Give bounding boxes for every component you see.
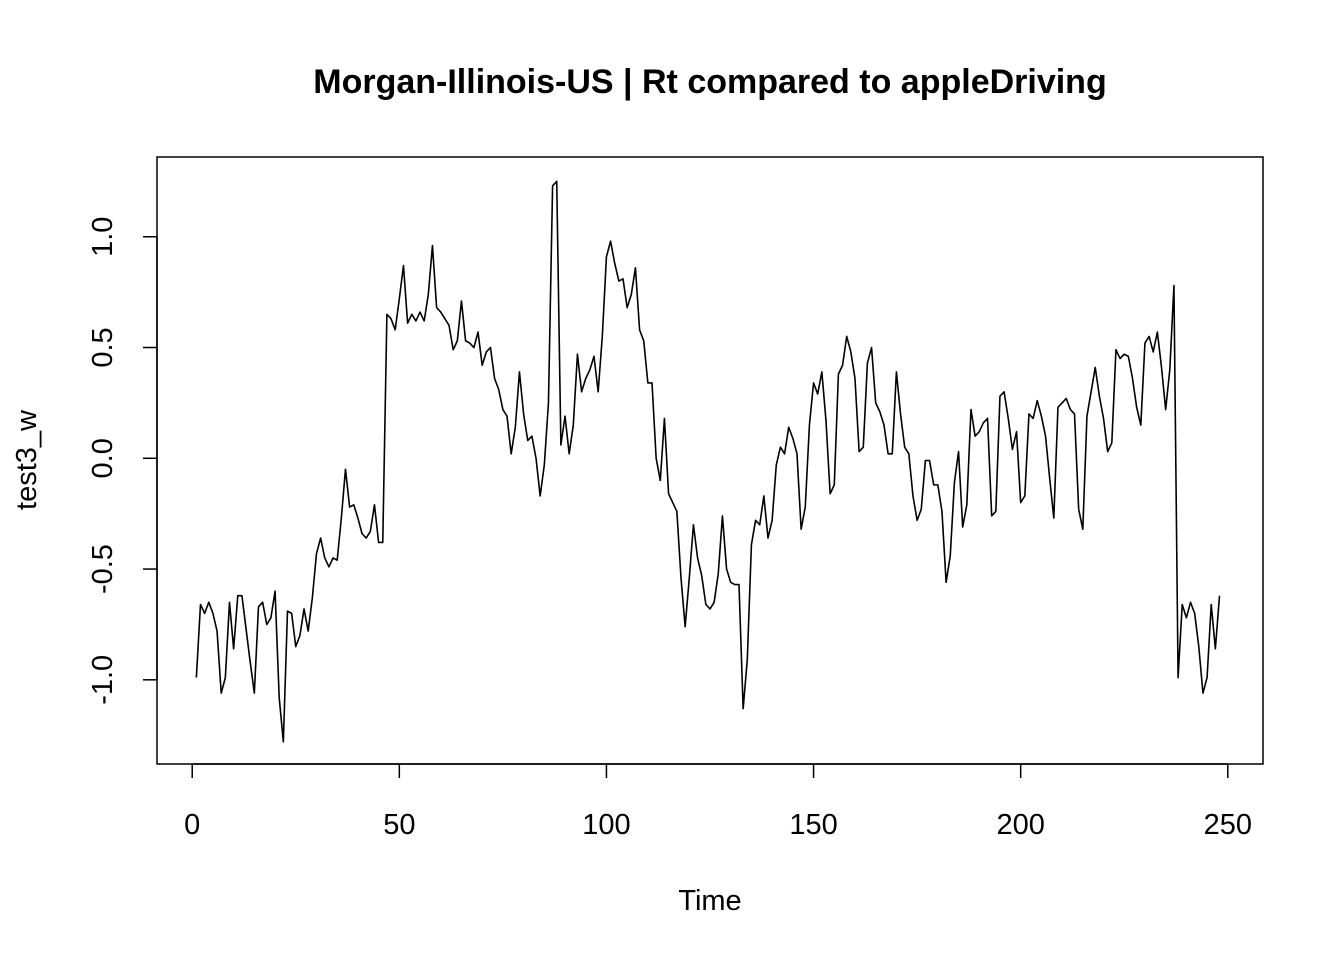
- y-tick-label: 1.0: [87, 217, 119, 257]
- x-axis: 0 50 100 150 200 250: [184, 763, 1252, 841]
- x-tick-label: 200: [996, 809, 1044, 841]
- x-axis-label: Time: [678, 885, 741, 917]
- y-axis-label: test3_w: [11, 409, 43, 510]
- plot-frame: [156, 156, 1264, 765]
- x-tick-label: 150: [789, 809, 837, 841]
- chart-title: Morgan-Illinois-US | Rt compared to appl…: [313, 63, 1106, 101]
- x-tick-label: 50: [383, 809, 415, 841]
- y-tick-label: 0.5: [87, 327, 119, 367]
- y-axis: -1.0 -0.5 0.0 0.5 1.0: [87, 217, 158, 705]
- x-tick-label: 0: [184, 809, 200, 841]
- y-tick-label: -1.0: [87, 655, 119, 705]
- y-tick-label: -0.5: [87, 544, 119, 594]
- x-tick-label: 250: [1204, 809, 1252, 841]
- y-tick-label: 0.0: [87, 438, 119, 478]
- x-tick-label: 100: [582, 809, 630, 841]
- series-line: [195, 180, 1221, 743]
